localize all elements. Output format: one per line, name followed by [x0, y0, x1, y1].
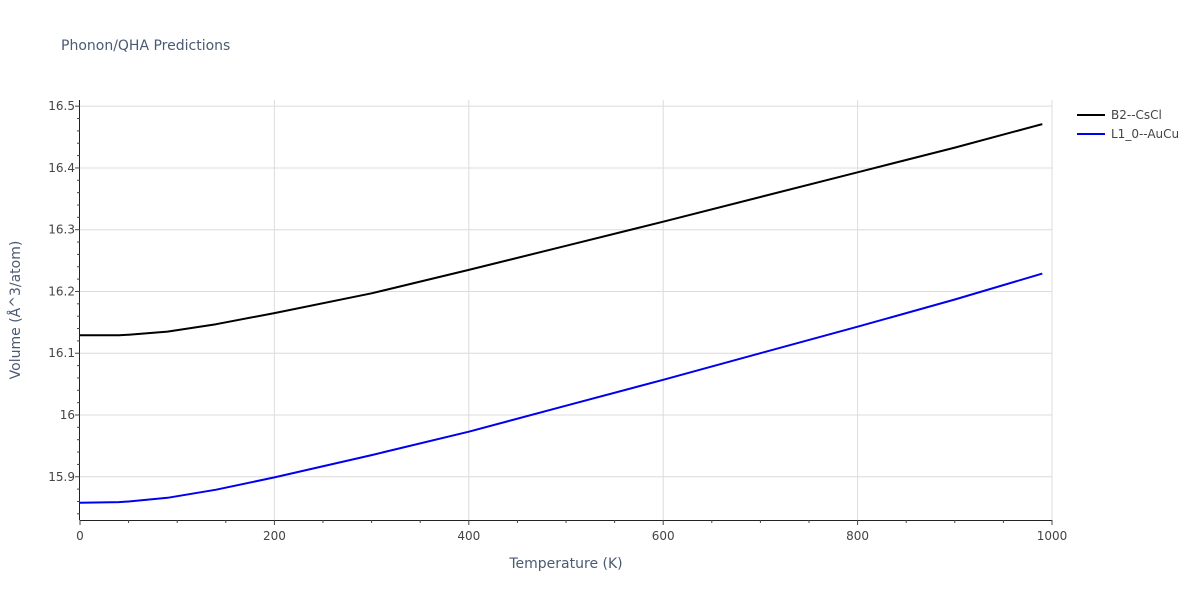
- y-tick-label: 15.9: [48, 470, 75, 484]
- legend-item[interactable]: B2--CsCl: [1077, 108, 1162, 122]
- grid-lines: [80, 100, 1053, 520]
- y-tick-label: 16.1: [48, 346, 75, 360]
- y-axis-title: Volume (Å^3/atom): [7, 241, 24, 380]
- legend-label: B2--CsCl: [1111, 108, 1162, 122]
- x-tick-label: 0: [76, 529, 84, 543]
- series-line-1: [79, 272, 1043, 504]
- y-tick-label: 16.5: [48, 99, 75, 113]
- x-tick-label: 200: [263, 529, 286, 543]
- x-tick-label: 800: [846, 529, 869, 543]
- axes: 0 200 400 600 800 1000 15.9 16 16.1 16.2 16.3 16.4 1…: [48, 99, 1067, 543]
- legend-item[interactable]: L1_0--AuCu: [1077, 127, 1179, 141]
- x-tick-label: 400: [457, 529, 480, 543]
- y-tick-label: 16: [60, 408, 75, 422]
- series-lines: [79, 123, 1043, 504]
- y-tick-label: 16.3: [48, 223, 75, 237]
- x-axis-title: Temperature (K): [508, 556, 622, 572]
- series-line-0: [80, 123, 1043, 337]
- x-tick-label: 600: [652, 529, 675, 543]
- x-tick-label: 1000: [1037, 529, 1068, 543]
- legend-label: L1_0--AuCu: [1111, 127, 1179, 141]
- legend[interactable]: B2--CsCl L1_0--AuCu: [1077, 108, 1179, 141]
- chart-title: Phonon/QHA Predictions: [61, 38, 230, 54]
- y-tick-label: 16.4: [48, 161, 75, 175]
- y-tick-label: 16.2: [48, 284, 75, 298]
